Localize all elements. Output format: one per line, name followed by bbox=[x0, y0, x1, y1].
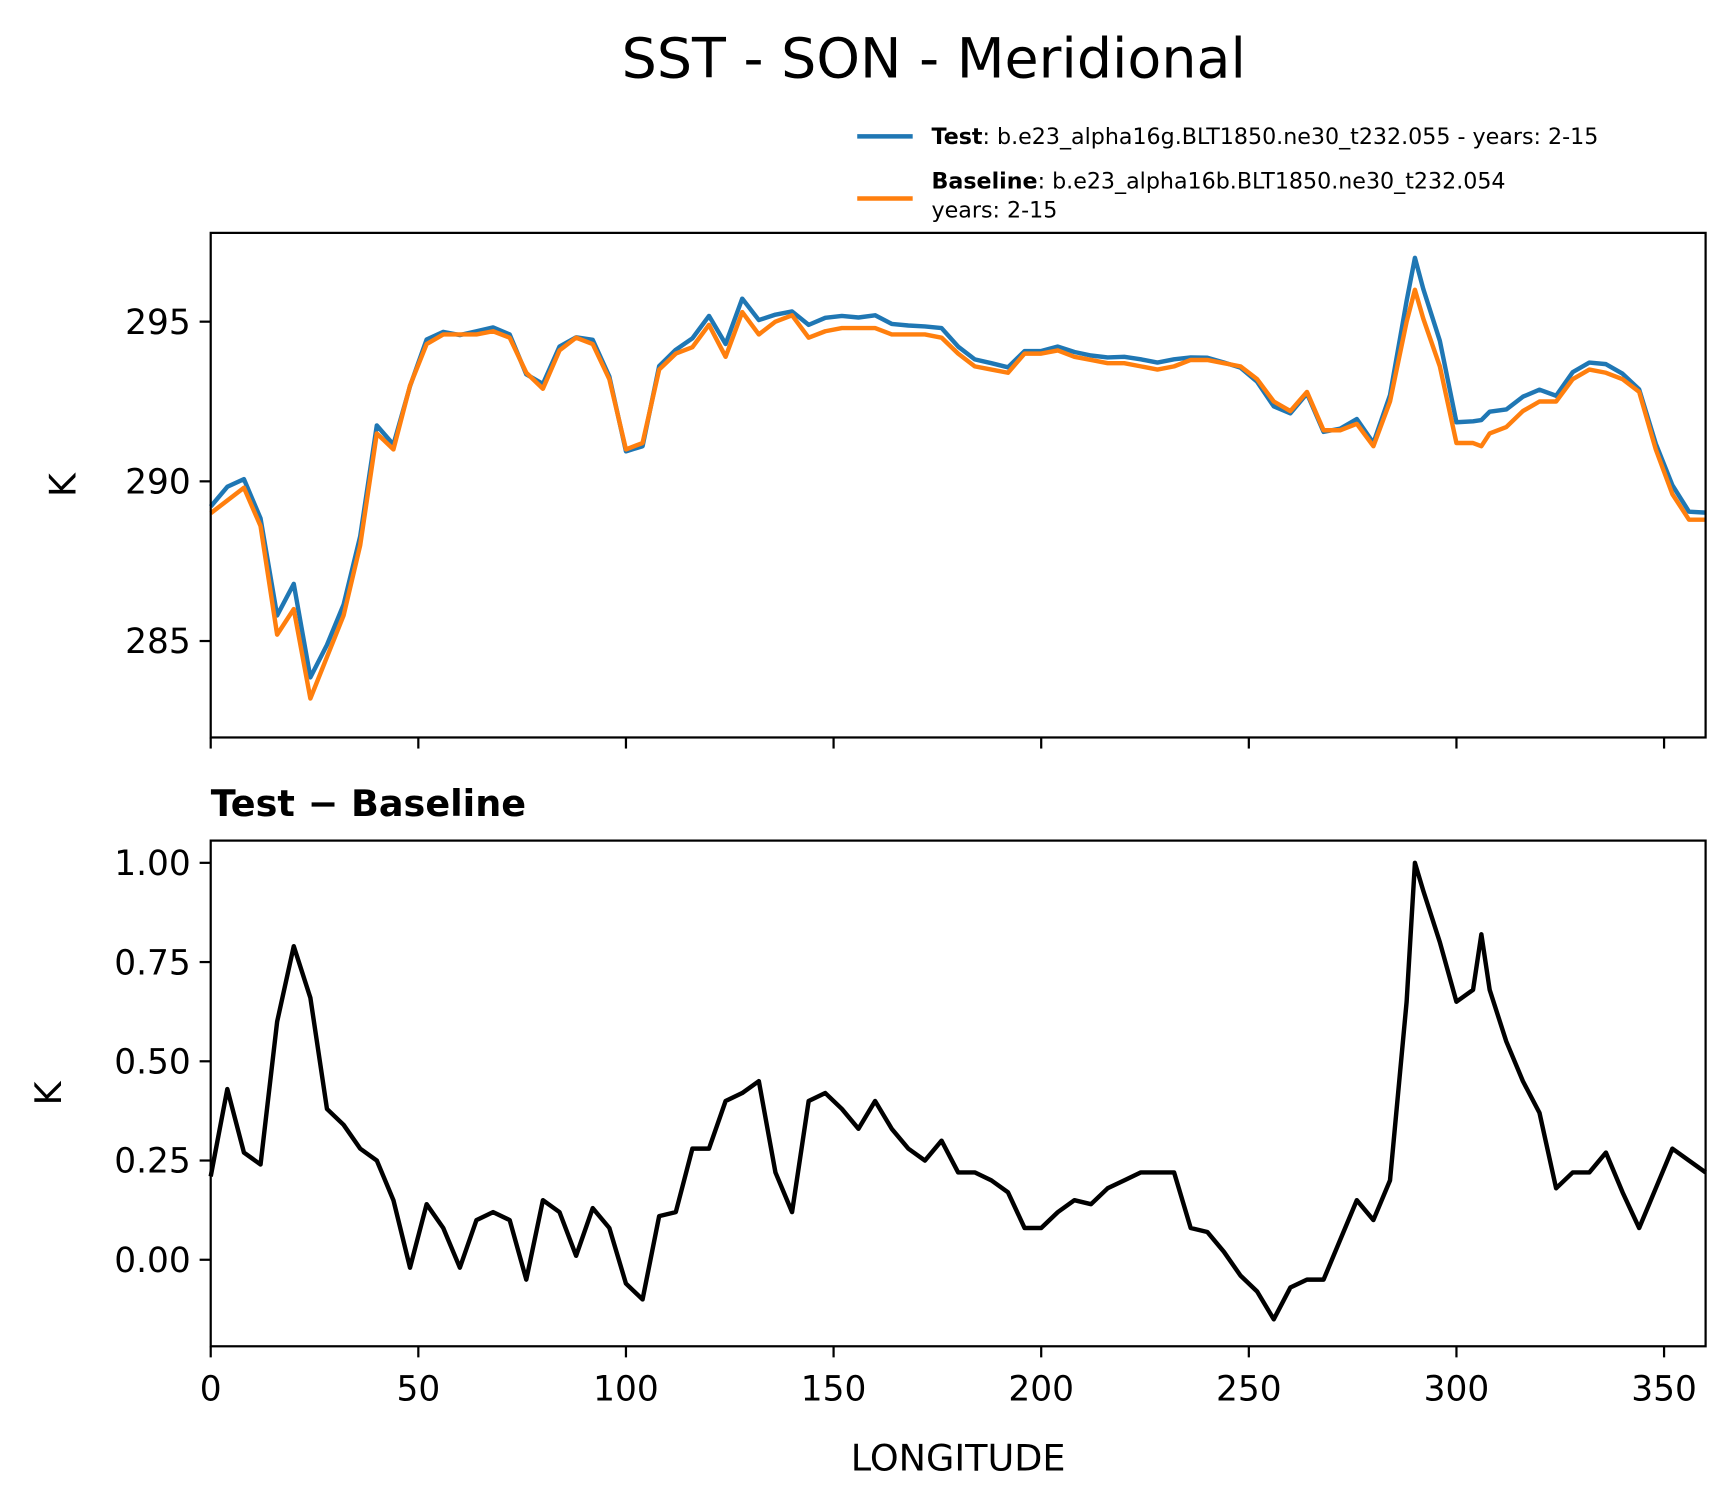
x-tick-label: 100 bbox=[593, 1370, 659, 1410]
y-tick-label: 0.25 bbox=[114, 1142, 191, 1182]
legend-description: : b.e23_alpha16g.BLT1850.ne30_t232.055 -… bbox=[983, 124, 1599, 150]
y-tick-label: 0.50 bbox=[114, 1042, 191, 1082]
legend-label: Test: b.e23_alpha16g.BLT1850.ne30_t232.0… bbox=[932, 124, 1599, 150]
legend-description: years: 2-15 bbox=[932, 197, 1058, 223]
y-tick-label: 1.00 bbox=[114, 844, 191, 884]
y-tick-label: 290 bbox=[125, 463, 191, 503]
y-tick-label: 285 bbox=[125, 622, 191, 662]
legend-description: : b.e23_alpha16b.BLT1850.ne30_t232.054 bbox=[1038, 169, 1506, 195]
axes-title: Test − Baseline bbox=[211, 782, 526, 825]
series-line bbox=[208, 860, 1707, 1322]
legend-name: Test bbox=[932, 124, 983, 150]
legend-label: Baseline: b.e23_alpha16b.BLT1850.ne30_t2… bbox=[932, 169, 1506, 195]
legend-name: Baseline bbox=[932, 169, 1038, 195]
x-tick-label: 350 bbox=[1631, 1370, 1697, 1410]
x-tick-label: 0 bbox=[200, 1370, 222, 1410]
series-line bbox=[209, 287, 1706, 701]
x-tick-label: 250 bbox=[1216, 1370, 1282, 1410]
y-tick-label: 0.00 bbox=[114, 1241, 191, 1281]
plot-area bbox=[208, 860, 1707, 1322]
axes-frame bbox=[209, 231, 1707, 739]
y-tick-label: 0.75 bbox=[114, 943, 191, 983]
axes-frame bbox=[209, 839, 1707, 1348]
figure-title: SST - SON - Meridional bbox=[622, 28, 1246, 92]
y-axis-label: K bbox=[41, 472, 84, 497]
x-tick-label: 50 bbox=[396, 1370, 440, 1410]
x-tick-label: 300 bbox=[1424, 1370, 1490, 1410]
y-tick-label: 295 bbox=[125, 303, 191, 343]
plot-area bbox=[209, 255, 1706, 701]
x-tick-label: 150 bbox=[801, 1370, 867, 1410]
x-axis-label: LONGITUDE bbox=[851, 1436, 1066, 1479]
x-tick-label: 200 bbox=[1008, 1370, 1074, 1410]
y-axis-label: K bbox=[27, 1080, 70, 1105]
